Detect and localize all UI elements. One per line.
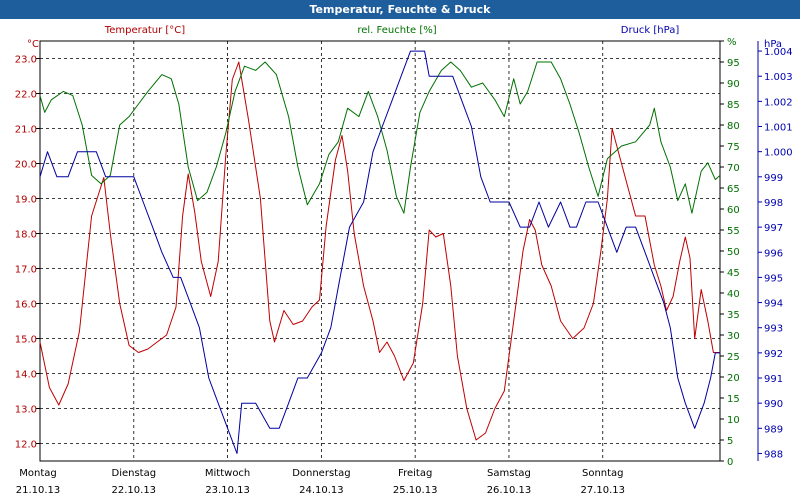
humidity-tick-label: %	[727, 37, 737, 48]
pressure-tick-label: 988	[764, 449, 783, 460]
pressure-tick-label: 991	[764, 374, 783, 385]
pressure-unit-label: hPa	[764, 39, 782, 50]
humidity-tick-label: 35	[727, 310, 740, 321]
series-line-pressure	[39, 50, 720, 454]
pressure-tick-label: 989	[764, 424, 783, 435]
temperature-tick-label: 19.0	[15, 195, 37, 206]
temperature-tick-label: 21.0	[15, 125, 37, 136]
x-day-label: Montag	[19, 468, 56, 479]
series-line-temperature	[39, 61, 720, 441]
pressure-tick-label: 994	[764, 299, 783, 310]
temperature-tick-label: 23.0	[15, 55, 37, 66]
temperature-tick-label: 15.0	[15, 335, 37, 346]
pressure-tick-label: 998	[764, 198, 783, 209]
weather-chart: 12.0 13.0 14.0 15.0 16.0 17.0 18.0 19.0 20.0 21.0…	[0, 19, 800, 500]
humidity-tick-label: 25	[727, 352, 740, 363]
chart-title: Temperatur, Feuchte & Druck	[0, 0, 800, 19]
x-day-label: Sonntag	[582, 468, 624, 479]
humidity-tick-label: 65	[727, 184, 740, 195]
x-date-label: 27.10.13	[580, 485, 625, 496]
humidity-tick-label: 95	[727, 58, 740, 69]
x-date-label: 23.10.13	[205, 485, 250, 496]
humidity-tick-label: 0	[727, 457, 733, 468]
x-day-label: Dienstag	[112, 468, 157, 479]
x-date-label: 24.10.13	[299, 485, 344, 496]
x-day-label: Mittwoch	[205, 468, 250, 479]
pressure-tick-label: 1.002	[764, 97, 793, 108]
temperature-tick-label: 20.0	[15, 160, 37, 171]
temperature-tick-label: 12.0	[15, 440, 37, 451]
humidity-tick-label: 75	[727, 142, 740, 153]
temperature-tick-label: 13.0	[15, 405, 37, 416]
humidity-tick-label: 20	[727, 373, 740, 384]
temperature-tick-label: 18.0	[15, 230, 37, 241]
pressure-axis-title: Druck [hPa]	[621, 25, 680, 36]
x-date-label: 21.10.13	[16, 485, 61, 496]
pressure-tick-label: 1.001	[764, 123, 793, 134]
series-line-humidity	[39, 61, 721, 214]
humidity-axis-title: rel. Feuchte [%]	[357, 25, 436, 36]
chart-background	[0, 19, 800, 500]
x-date-label: 25.10.13	[393, 485, 438, 496]
humidity-tick-label: 85	[727, 100, 740, 111]
x-date-label: 22.10.13	[112, 485, 157, 496]
pressure-tick-label: 999	[764, 173, 783, 184]
pressure-tick-label: 997	[764, 223, 783, 234]
pressure-tick-label: 1.003	[764, 72, 793, 83]
x-day-label: Samstag	[487, 468, 531, 479]
humidity-tick-label: 80	[727, 121, 740, 132]
humidity-tick-label: 50	[727, 247, 740, 258]
humidity-tick-label: 40	[727, 289, 740, 300]
temperature-tick-label: 22.0	[15, 90, 37, 101]
x-day-label: Donnerstag	[292, 468, 350, 479]
humidity-tick-label: 5	[727, 436, 733, 447]
pressure-tick-label: 995	[764, 273, 783, 284]
series-group	[39, 50, 721, 454]
x-day-label: Freitag	[398, 468, 432, 479]
pressure-tick-label: 1.000	[764, 148, 793, 159]
grid	[40, 41, 720, 461]
temperature-unit-label: °C	[27, 39, 39, 50]
axes-group: 12.0 13.0 14.0 15.0 16.0 17.0 18.0 19.0 20.0 21.0…	[15, 37, 793, 468]
pressure-tick-label: 992	[764, 349, 783, 360]
x-axis-labels: Montag 21.10.13 Dienstag 22.10.13 Mittwoch 23…	[16, 468, 625, 496]
pressure-tick-label: 990	[764, 399, 783, 410]
humidity-tick-label: 55	[727, 226, 740, 237]
pressure-tick-label: 1.004	[764, 47, 793, 58]
temperature-tick-label: 14.0	[15, 370, 37, 381]
pressure-tick-label: 996	[764, 248, 783, 259]
x-date-label: 26.10.13	[487, 485, 532, 496]
humidity-tick-label: 60	[727, 205, 740, 216]
temperature-axis-title: Temperatur [°C]	[104, 25, 185, 36]
humidity-tick-label: 45	[727, 268, 740, 279]
humidity-tick-label: 15	[727, 394, 740, 405]
pressure-tick-label: 993	[764, 324, 783, 335]
temperature-tick-label: 17.0	[15, 265, 37, 276]
humidity-tick-label: 10	[727, 415, 740, 426]
temperature-tick-label: 16.0	[15, 300, 37, 311]
humidity-tick-label: 90	[727, 79, 740, 90]
humidity-tick-label: 70	[727, 163, 740, 174]
humidity-tick-label: 30	[727, 331, 740, 342]
